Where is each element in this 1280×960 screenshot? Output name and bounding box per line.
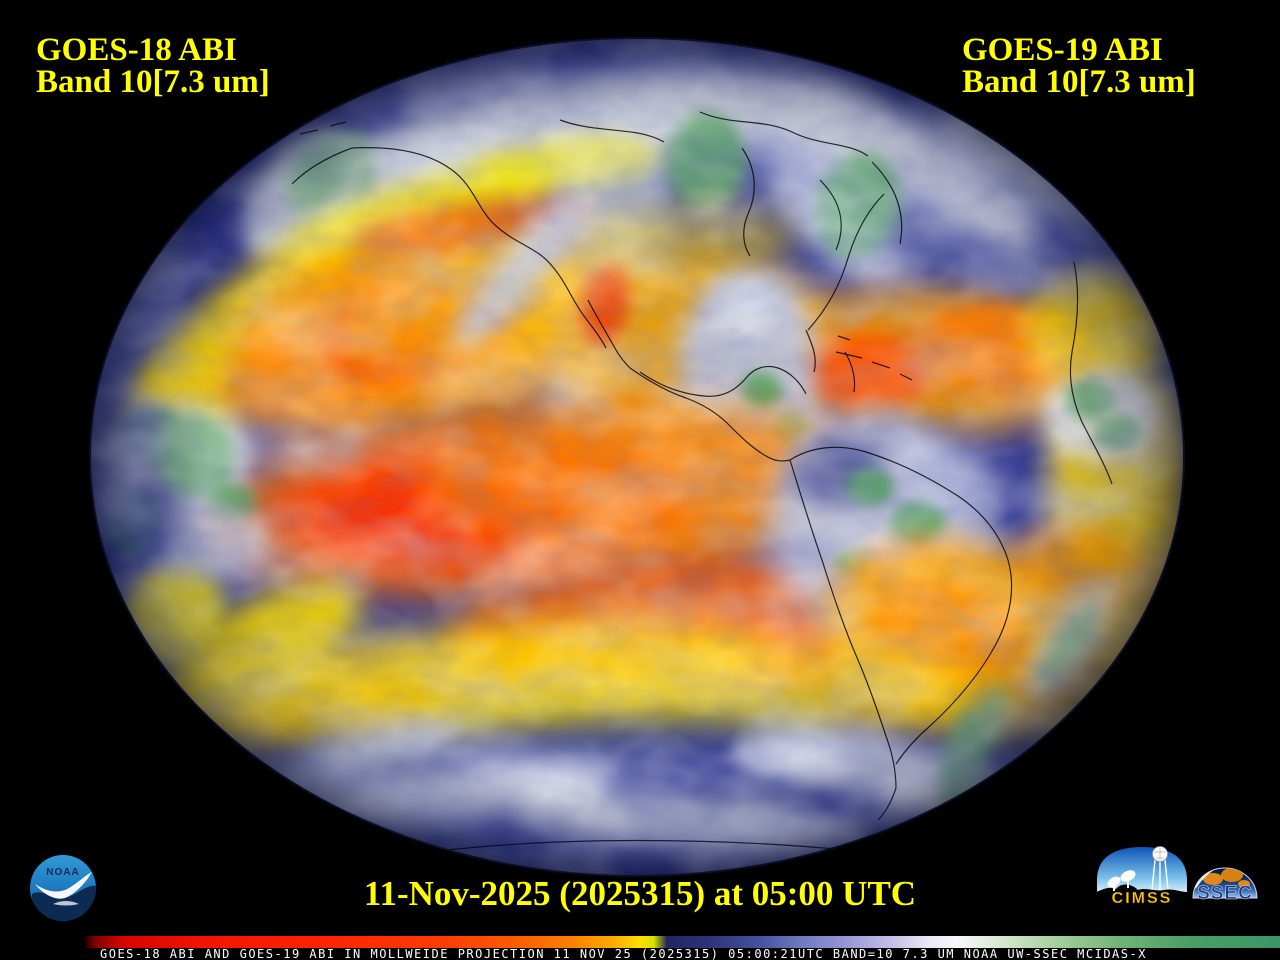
noaa-seabird-shape: [35, 872, 92, 899]
noaa-logo-text: NOAA: [46, 867, 79, 878]
cimss-ground-silhouette: [1096, 884, 1188, 906]
timestamp-label: 11-Nov-2025 (2025315) at 05:00 UTC: [363, 874, 917, 913]
goes-east-title: GOES-19 ABI Band 10[7.3 um]: [962, 32, 1196, 100]
temperature-colorbar: [85, 936, 1280, 948]
cimss-logo-text: CIMSS: [1112, 890, 1173, 907]
goes-west-satellite-label: GOES-18 ABI: [36, 32, 237, 68]
info-bar: GOES-18 ABI AND GOES-19 ABI IN MOLLWEIDE…: [0, 948, 1280, 960]
globe-limb-shading: [89, 37, 1185, 877]
cimss-water-tower: [1151, 846, 1169, 891]
cimss-logo: CIMSS: [1095, 844, 1189, 907]
cimss-dish-antennas: [1107, 870, 1136, 891]
noaa-logo: NOAA: [30, 855, 96, 921]
ssec-logo-text: SSEC: [1197, 883, 1253, 904]
ssec-globe-art: [1194, 868, 1257, 889]
goes-west-band-label: Band 10[7.3 um]: [36, 64, 270, 100]
goes-east-band-label: Band 10[7.3 um]: [962, 64, 1196, 100]
info-bar-text: GOES-18 ABI AND GOES-19 ABI IN MOLLWEIDE…: [100, 947, 1147, 960]
goes-east-satellite-label: GOES-19 ABI: [962, 32, 1163, 68]
goes-west-title: GOES-18 ABI Band 10[7.3 um]: [36, 32, 270, 100]
ssec-logo: SSEC: [1192, 867, 1258, 904]
